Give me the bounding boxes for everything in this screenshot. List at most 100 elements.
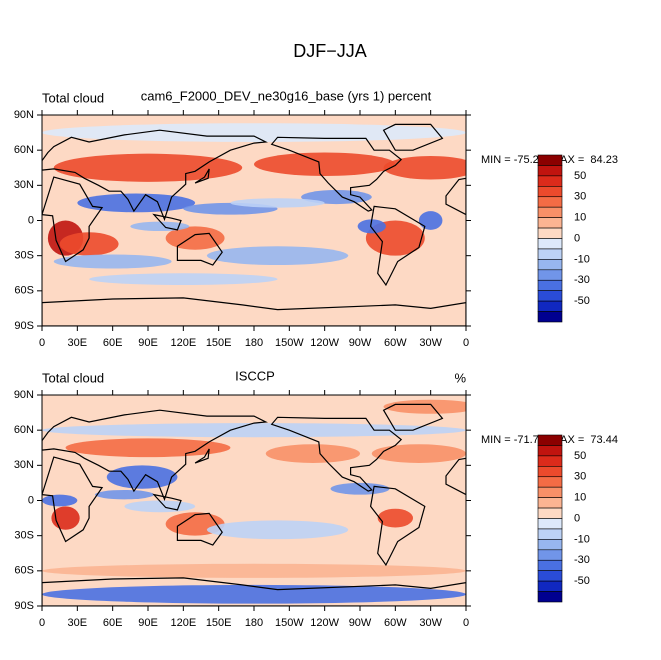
colorbar-box [537, 445, 563, 457]
coastline [270, 136, 403, 212]
lat-label: 60S [14, 285, 34, 297]
colorbar-box [537, 497, 563, 509]
lon-label: 180 [245, 337, 263, 349]
center-title: cam6_F2000_DEV_ne30g16_base (yrs 1) perc… [141, 88, 432, 103]
lon-label: 30W [419, 617, 442, 629]
lon-label: 90W [349, 617, 372, 629]
lon-label: 120E [170, 617, 196, 629]
colorbar-label: 10 [574, 212, 586, 224]
left-title: Total cloud [42, 90, 104, 105]
colorbar-label: 30 [574, 471, 586, 483]
colorbar-label: 50 [574, 450, 586, 462]
contour-region [206, 246, 349, 266]
coastline [42, 297, 466, 326]
center-title: ISCCP [235, 368, 275, 383]
contour-region [383, 156, 466, 180]
colorbar-box [537, 591, 563, 603]
lon-label: 150W [275, 617, 304, 629]
lat-label: 90S [14, 600, 34, 612]
coastline [42, 176, 104, 263]
map-field [42, 395, 466, 606]
coastline [445, 177, 466, 216]
contour-region [42, 423, 466, 438]
lon-label: 120W [310, 617, 339, 629]
lon-label: 150E [206, 337, 232, 349]
colorbar-box [537, 238, 563, 250]
colorbar-box [537, 206, 563, 218]
coastline [176, 232, 223, 266]
colorbar-box [537, 466, 563, 478]
coastline [194, 448, 210, 464]
coastline [369, 485, 426, 567]
lon-label: 60W [384, 337, 407, 349]
colorbar-label: -10 [574, 253, 590, 265]
colorbar-box [537, 311, 563, 323]
lon-label: 120W [310, 337, 339, 349]
colorbar-label: -10 [574, 533, 590, 545]
colorbar-box [537, 175, 563, 187]
coastline [382, 403, 444, 431]
lat-label: 60N [14, 144, 34, 156]
figure-title: DJF−JJA [293, 41, 367, 61]
coastline [152, 493, 182, 511]
contour-region [418, 211, 443, 230]
colorbar-box [537, 549, 563, 561]
colorbar-box [537, 227, 563, 239]
colorbar-box [537, 455, 563, 467]
lat-label: 30N [14, 179, 34, 191]
left-title: Total cloud [42, 370, 104, 385]
contour-region [42, 494, 78, 507]
contour-region [330, 482, 390, 495]
coastline [42, 577, 466, 606]
lon-label: 150W [275, 337, 304, 349]
lon-label: 150E [206, 617, 232, 629]
contour-region [206, 520, 349, 540]
colorbar-box [537, 186, 563, 198]
colorbar-box [537, 248, 563, 260]
lat-label: 90N [14, 109, 34, 121]
lat-label: 30N [14, 459, 34, 471]
colorbar-box [537, 476, 563, 488]
colorbar-box [537, 279, 563, 291]
lon-label: 60E [103, 617, 123, 629]
contour-region [53, 153, 243, 182]
lat-label: 60N [14, 424, 34, 436]
lat-label: 90N [14, 389, 34, 401]
coastline [369, 205, 426, 287]
colorbar-box [537, 217, 563, 229]
colorbar-box [537, 507, 563, 519]
colorbar-label: -30 [574, 274, 590, 286]
field-background [42, 115, 466, 326]
lon-label: 90E [138, 337, 158, 349]
colorbar-box [537, 300, 563, 312]
colorbar-label: 0 [574, 232, 580, 244]
lat-label: 0 [28, 214, 34, 226]
contour-region [230, 198, 325, 208]
colorbar-label: 30 [574, 191, 586, 203]
contour-region [254, 152, 396, 176]
contour-region [42, 584, 466, 604]
map-panel: 0 30E 60E 90E 120E 150E 180 150W 120W 90W 60W 30W 09… [14, 109, 471, 349]
colorbar-box [537, 269, 563, 281]
colorbar-box [537, 539, 563, 551]
contour-region [59, 232, 119, 256]
contour-region [265, 444, 360, 463]
contour-region [106, 465, 178, 489]
colorbar-box [537, 196, 563, 208]
coastline [152, 213, 182, 231]
colorbar-box [537, 154, 563, 166]
colorbar-box [537, 570, 563, 582]
contour-region [124, 500, 196, 513]
colorbar-label: -30 [574, 554, 590, 566]
colorbar-box [537, 290, 563, 302]
map-field [42, 115, 466, 326]
coastline [42, 129, 268, 222]
coastline [382, 123, 444, 151]
lon-label: 0 [39, 337, 45, 349]
lon-label: 0 [39, 617, 45, 629]
colorbar-label: -50 [574, 575, 590, 587]
lon-label: 30E [68, 337, 88, 349]
colorbar-box [537, 486, 563, 498]
contour-region [377, 508, 414, 528]
